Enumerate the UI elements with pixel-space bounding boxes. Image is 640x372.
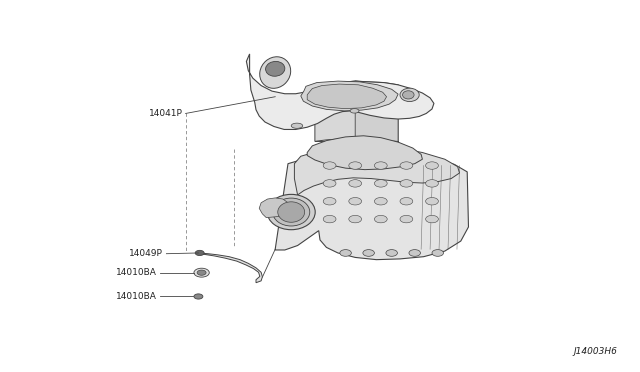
Polygon shape (307, 84, 387, 109)
Circle shape (349, 198, 362, 205)
Ellipse shape (403, 91, 414, 99)
Text: J14003H6: J14003H6 (573, 347, 618, 356)
Ellipse shape (268, 195, 315, 230)
Circle shape (197, 270, 206, 275)
Ellipse shape (260, 57, 291, 88)
Circle shape (323, 198, 336, 205)
Circle shape (374, 198, 387, 205)
Circle shape (194, 268, 209, 277)
Polygon shape (259, 198, 289, 218)
Circle shape (195, 250, 204, 256)
Ellipse shape (278, 202, 305, 222)
Circle shape (400, 162, 413, 169)
Polygon shape (307, 136, 422, 170)
Circle shape (349, 180, 362, 187)
Text: 14010BA: 14010BA (116, 268, 157, 277)
Circle shape (363, 250, 374, 256)
Ellipse shape (400, 88, 419, 102)
Circle shape (340, 250, 351, 256)
Ellipse shape (350, 109, 359, 113)
Circle shape (409, 250, 420, 256)
Polygon shape (315, 81, 398, 141)
Polygon shape (355, 81, 398, 141)
Polygon shape (275, 150, 468, 260)
Circle shape (349, 215, 362, 223)
Circle shape (426, 180, 438, 187)
Circle shape (426, 162, 438, 169)
Polygon shape (246, 54, 434, 129)
Circle shape (426, 215, 438, 223)
Ellipse shape (266, 61, 285, 76)
Text: 14049P: 14049P (129, 249, 163, 258)
Polygon shape (198, 253, 262, 283)
Circle shape (323, 180, 336, 187)
Text: 14041P: 14041P (148, 109, 182, 118)
Circle shape (323, 215, 336, 223)
Circle shape (374, 180, 387, 187)
Circle shape (400, 198, 413, 205)
Circle shape (400, 180, 413, 187)
Polygon shape (301, 81, 398, 111)
Text: 14010BA: 14010BA (116, 292, 157, 301)
Circle shape (374, 162, 387, 169)
Circle shape (386, 250, 397, 256)
Circle shape (426, 198, 438, 205)
Circle shape (432, 250, 444, 256)
Circle shape (400, 215, 413, 223)
Circle shape (374, 215, 387, 223)
Polygon shape (294, 146, 460, 195)
Circle shape (323, 162, 336, 169)
Ellipse shape (273, 198, 310, 226)
Circle shape (194, 294, 203, 299)
Circle shape (349, 162, 362, 169)
Ellipse shape (291, 123, 303, 128)
